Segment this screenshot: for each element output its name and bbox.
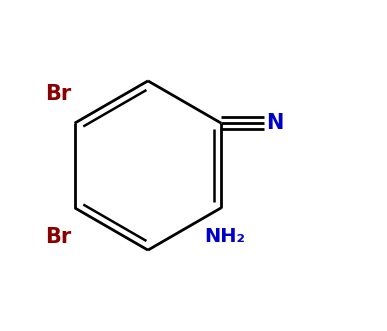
Text: Br: Br xyxy=(45,227,72,247)
Text: N: N xyxy=(266,113,284,133)
Text: Br: Br xyxy=(45,84,72,104)
Text: NH₂: NH₂ xyxy=(204,227,245,246)
